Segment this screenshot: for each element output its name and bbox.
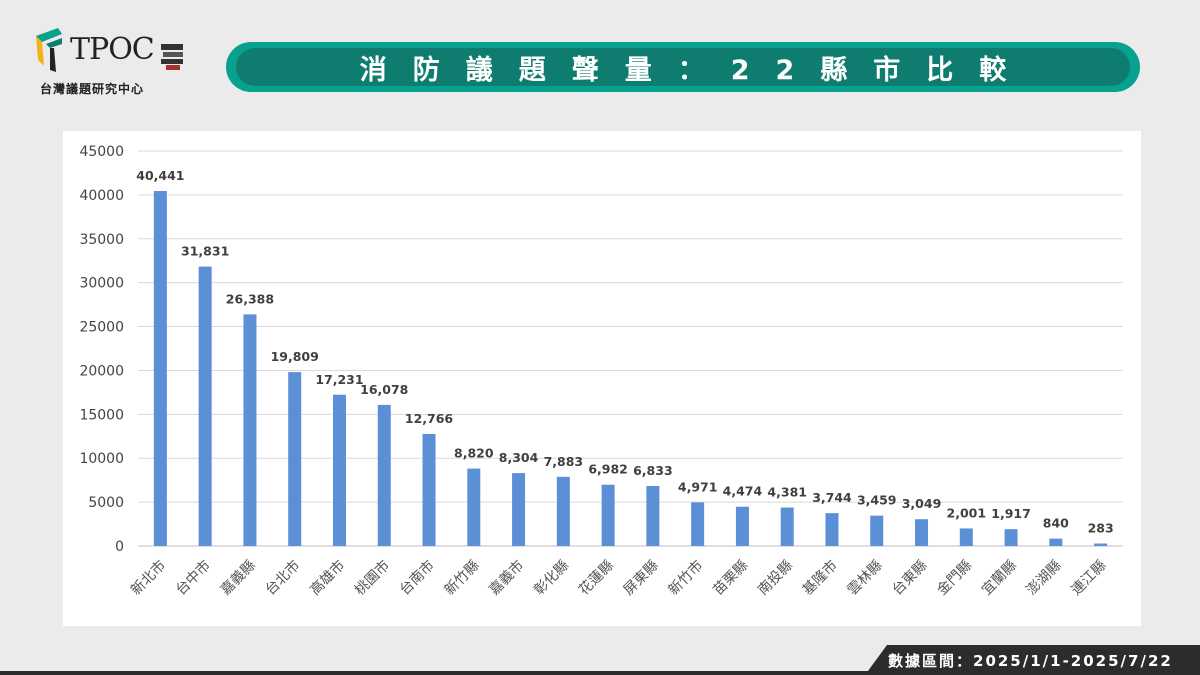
x-tick-label: 嘉義縣 bbox=[217, 557, 259, 599]
data-label: 3,459 bbox=[857, 493, 897, 508]
bar bbox=[332, 394, 346, 546]
bar bbox=[153, 191, 167, 546]
data-label: 283 bbox=[1088, 521, 1114, 536]
data-label: 8,820 bbox=[454, 446, 494, 461]
x-tick-label: 台東縣 bbox=[889, 558, 930, 599]
data-label: 40,441 bbox=[136, 168, 184, 183]
y-tick-label: 10000 bbox=[79, 451, 124, 467]
x-tick-label: 屏東縣 bbox=[621, 558, 662, 599]
data-label: 26,388 bbox=[226, 291, 274, 306]
x-tick-label: 南投縣 bbox=[755, 558, 796, 599]
bar-chart: 0 5000 10000 15000 20000 25000 30000 35000 40000… bbox=[79, 144, 1123, 599]
y-tick-label: 5000 bbox=[88, 495, 124, 511]
data-label: 19,809 bbox=[271, 349, 319, 364]
tpoc-logo: TPOC 台灣議題研究中心 bbox=[32, 22, 202, 102]
data-label: 1,917 bbox=[991, 506, 1031, 521]
data-label: 3,744 bbox=[812, 490, 852, 505]
title-banner: 消防議題聲量：22縣市比較 bbox=[226, 42, 1140, 92]
bar bbox=[825, 513, 839, 546]
y-tick-label: 45000 bbox=[79, 144, 124, 160]
chart-panel: 0 5000 10000 15000 20000 25000 30000 35000 40000… bbox=[63, 131, 1141, 626]
y-tick-label: 20000 bbox=[79, 363, 124, 379]
data-label: 4,474 bbox=[723, 484, 763, 499]
data-label: 7,883 bbox=[544, 454, 584, 469]
data-label: 2,001 bbox=[947, 505, 987, 520]
y-tick-label: 40000 bbox=[79, 188, 124, 204]
bar bbox=[243, 314, 257, 546]
bar bbox=[467, 468, 481, 546]
bar bbox=[288, 372, 302, 546]
x-tick-label: 新竹縣 bbox=[442, 558, 483, 599]
x-tick-label: 高雄市 bbox=[307, 557, 349, 599]
data-label: 6,982 bbox=[588, 462, 628, 477]
data-label: 31,831 bbox=[181, 244, 229, 259]
bar bbox=[556, 476, 570, 546]
bar bbox=[422, 433, 436, 546]
date-range-label: 數據區間：2025/1/1-2025/7/22 bbox=[888, 652, 1173, 670]
footer-line bbox=[0, 671, 1200, 675]
bar bbox=[915, 519, 929, 546]
bar bbox=[601, 484, 615, 546]
x-tick-label: 台中市 bbox=[172, 557, 214, 599]
bar bbox=[870, 515, 884, 546]
bar bbox=[1094, 543, 1108, 546]
data-label: 12,766 bbox=[405, 411, 454, 426]
x-tick-label: 基隆市 bbox=[799, 557, 841, 599]
data-label: 6,833 bbox=[633, 463, 673, 478]
x-tick-label: 桃園市 bbox=[351, 557, 393, 599]
x-tick-label: 連江縣 bbox=[1068, 558, 1109, 599]
logo-text: TPOC bbox=[70, 32, 155, 67]
y-tick-label: 15000 bbox=[79, 407, 124, 423]
x-tick-label: 台南市 bbox=[396, 557, 438, 599]
data-label: 3,049 bbox=[902, 496, 942, 511]
x-tick-label: 苗栗縣 bbox=[710, 558, 751, 599]
bar bbox=[959, 528, 973, 546]
x-tick-label: 金門縣 bbox=[934, 558, 975, 599]
x-tick-label: 嘉義市 bbox=[486, 557, 528, 599]
bar bbox=[780, 507, 794, 546]
x-tick-label: 彰化縣 bbox=[530, 557, 572, 599]
title-banner-inner: 消防議題聲量：22縣市比較 bbox=[236, 48, 1130, 86]
bar bbox=[1049, 538, 1063, 546]
logo-subtitle: 台灣議題研究中心 bbox=[40, 82, 145, 96]
bar bbox=[735, 506, 749, 546]
bar bbox=[691, 502, 705, 546]
y-tick-label: 0 bbox=[115, 539, 124, 555]
x-tick-label: 澎湖縣 bbox=[1024, 558, 1065, 599]
y-tick-label: 25000 bbox=[79, 320, 124, 336]
logo-mark-icon bbox=[36, 28, 62, 72]
flag-icon bbox=[161, 44, 183, 70]
data-label: 8,304 bbox=[499, 450, 539, 465]
data-label: 4,381 bbox=[767, 485, 807, 500]
x-tick-label: 雲林縣 bbox=[845, 558, 886, 599]
bar bbox=[377, 404, 391, 546]
bar bbox=[198, 266, 212, 546]
x-tick-label: 花蓮縣 bbox=[576, 558, 617, 599]
x-tick-label: 台北市 bbox=[262, 557, 304, 599]
y-tick-label: 30000 bbox=[79, 276, 124, 292]
data-label: 17,231 bbox=[315, 372, 363, 387]
bar bbox=[646, 486, 660, 546]
page-title: 消防議題聲量：22縣市比較 bbox=[359, 54, 1033, 86]
y-tick-label: 35000 bbox=[79, 232, 124, 248]
data-label: 840 bbox=[1043, 516, 1069, 531]
x-tick-label: 新竹市 bbox=[665, 557, 707, 599]
data-label: 16,078 bbox=[360, 382, 408, 397]
data-label: 4,971 bbox=[678, 479, 718, 494]
bar bbox=[1004, 529, 1018, 546]
x-tick-label: 宜蘭縣 bbox=[979, 558, 1020, 599]
x-tick-label: 新北市 bbox=[127, 557, 169, 599]
bar bbox=[512, 473, 526, 546]
footer-tag bbox=[865, 645, 1200, 675]
